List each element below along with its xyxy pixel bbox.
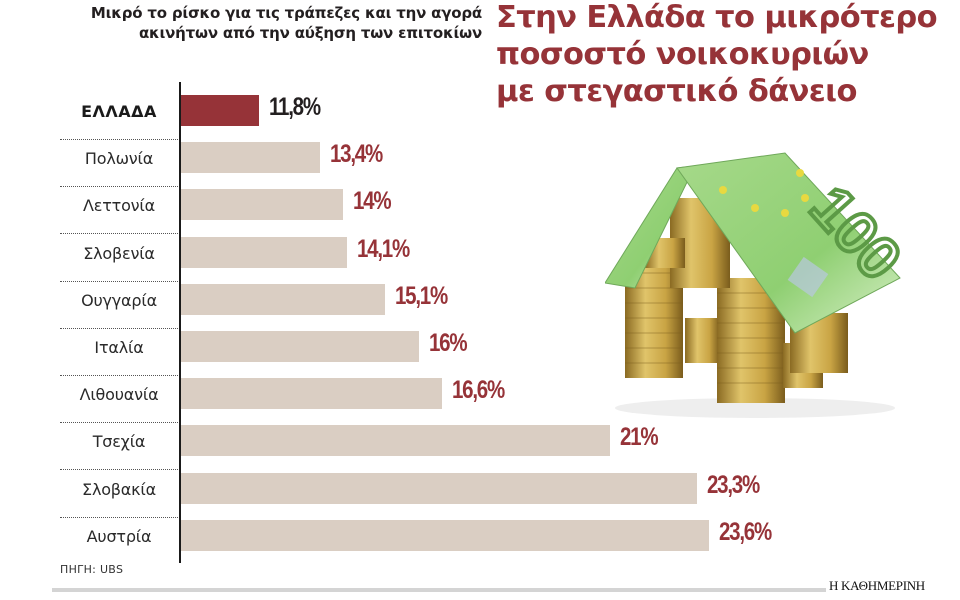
value-label: 14,1% [356, 234, 410, 263]
bar-row: Αυστρία 23,6% [60, 517, 860, 565]
country-label: Λιθουανία [79, 385, 159, 405]
bar-row: Πολωνία 13,4% [60, 139, 860, 188]
publisher-logo: Η ΚΑΘΗΜΕΡΙΝΗ [826, 578, 928, 594]
country-label: Λεττονία [83, 196, 155, 216]
row-separator [60, 422, 178, 424]
y-axis-line [179, 82, 181, 563]
highlighted-bar [181, 95, 260, 126]
value-label: 16,6% [451, 376, 505, 405]
headline-line-3: με στεγαστικό δάνειο [496, 74, 857, 109]
headline-line-2: ποσοστό νοικοκυριών [496, 37, 869, 72]
value-label: 11,8% [269, 93, 321, 121]
bar [181, 283, 385, 315]
house-of-coins-illustration: 100 [605, 152, 905, 418]
bar-row: Λιθουανία 16,6% [60, 375, 860, 424]
row-separator [60, 280, 178, 282]
country-label: Ουγγαρία [81, 290, 157, 310]
country-label: ΕΛΛΑΔΑ [81, 102, 157, 121]
country-label: Σλοβακία [82, 479, 156, 499]
bar-row: Ουγγαρία 15,1% [60, 281, 860, 329]
chart-headline: Στην Ελλάδα το μικρότερο ποσοστό νοικοκυ… [496, 0, 956, 110]
bar [181, 189, 343, 221]
row-separator [60, 186, 178, 188]
bar [181, 236, 347, 268]
row-separator [60, 516, 178, 518]
bar-row: ΕΛΛΑΔΑ 11,8% [60, 92, 860, 140]
country-label: Τσεχία [92, 432, 146, 452]
row-separator [60, 139, 178, 140]
bar [181, 331, 420, 362]
country-label: Αυστρία [86, 526, 152, 546]
country-label: Ιταλία [94, 338, 144, 357]
value-label: 13,4% [330, 140, 383, 169]
bar [181, 519, 709, 551]
row-separator [60, 469, 178, 471]
bar-row: Σλοβακία 23,3% [60, 470, 860, 518]
row-separator [60, 233, 178, 235]
chart-subtitle: Μικρό το ρίσκο για τις τράπεζες και την … [90, 4, 482, 42]
value-label: 21% [619, 423, 659, 452]
value-label: 14% [352, 187, 392, 216]
country-label: Πολωνία [84, 149, 154, 169]
row-separator [60, 327, 178, 329]
bar [181, 142, 321, 174]
value-label: 23,6% [718, 517, 772, 546]
bar [181, 425, 610, 457]
bar [181, 472, 698, 504]
footer-divider [52, 588, 900, 592]
headline-line-1: Στην Ελλάδα το μικρότερο [496, 0, 938, 35]
bar-row: Σλοβενία 14,1% [60, 234, 860, 282]
bar [181, 378, 442, 410]
value-label: 15,1% [394, 281, 448, 310]
source-note: ΠΗΓΗ: UBS [60, 563, 124, 576]
value-label: 23,3% [707, 470, 760, 499]
row-separator [60, 375, 178, 376]
value-label: 16% [429, 329, 468, 357]
bar-row: Τσεχία 21% [60, 422, 860, 471]
bar-row: Ιταλία 16% [60, 328, 860, 376]
bar-row: Λεττονία 14% [60, 186, 860, 235]
country-label: Σλοβενία [83, 243, 155, 263]
